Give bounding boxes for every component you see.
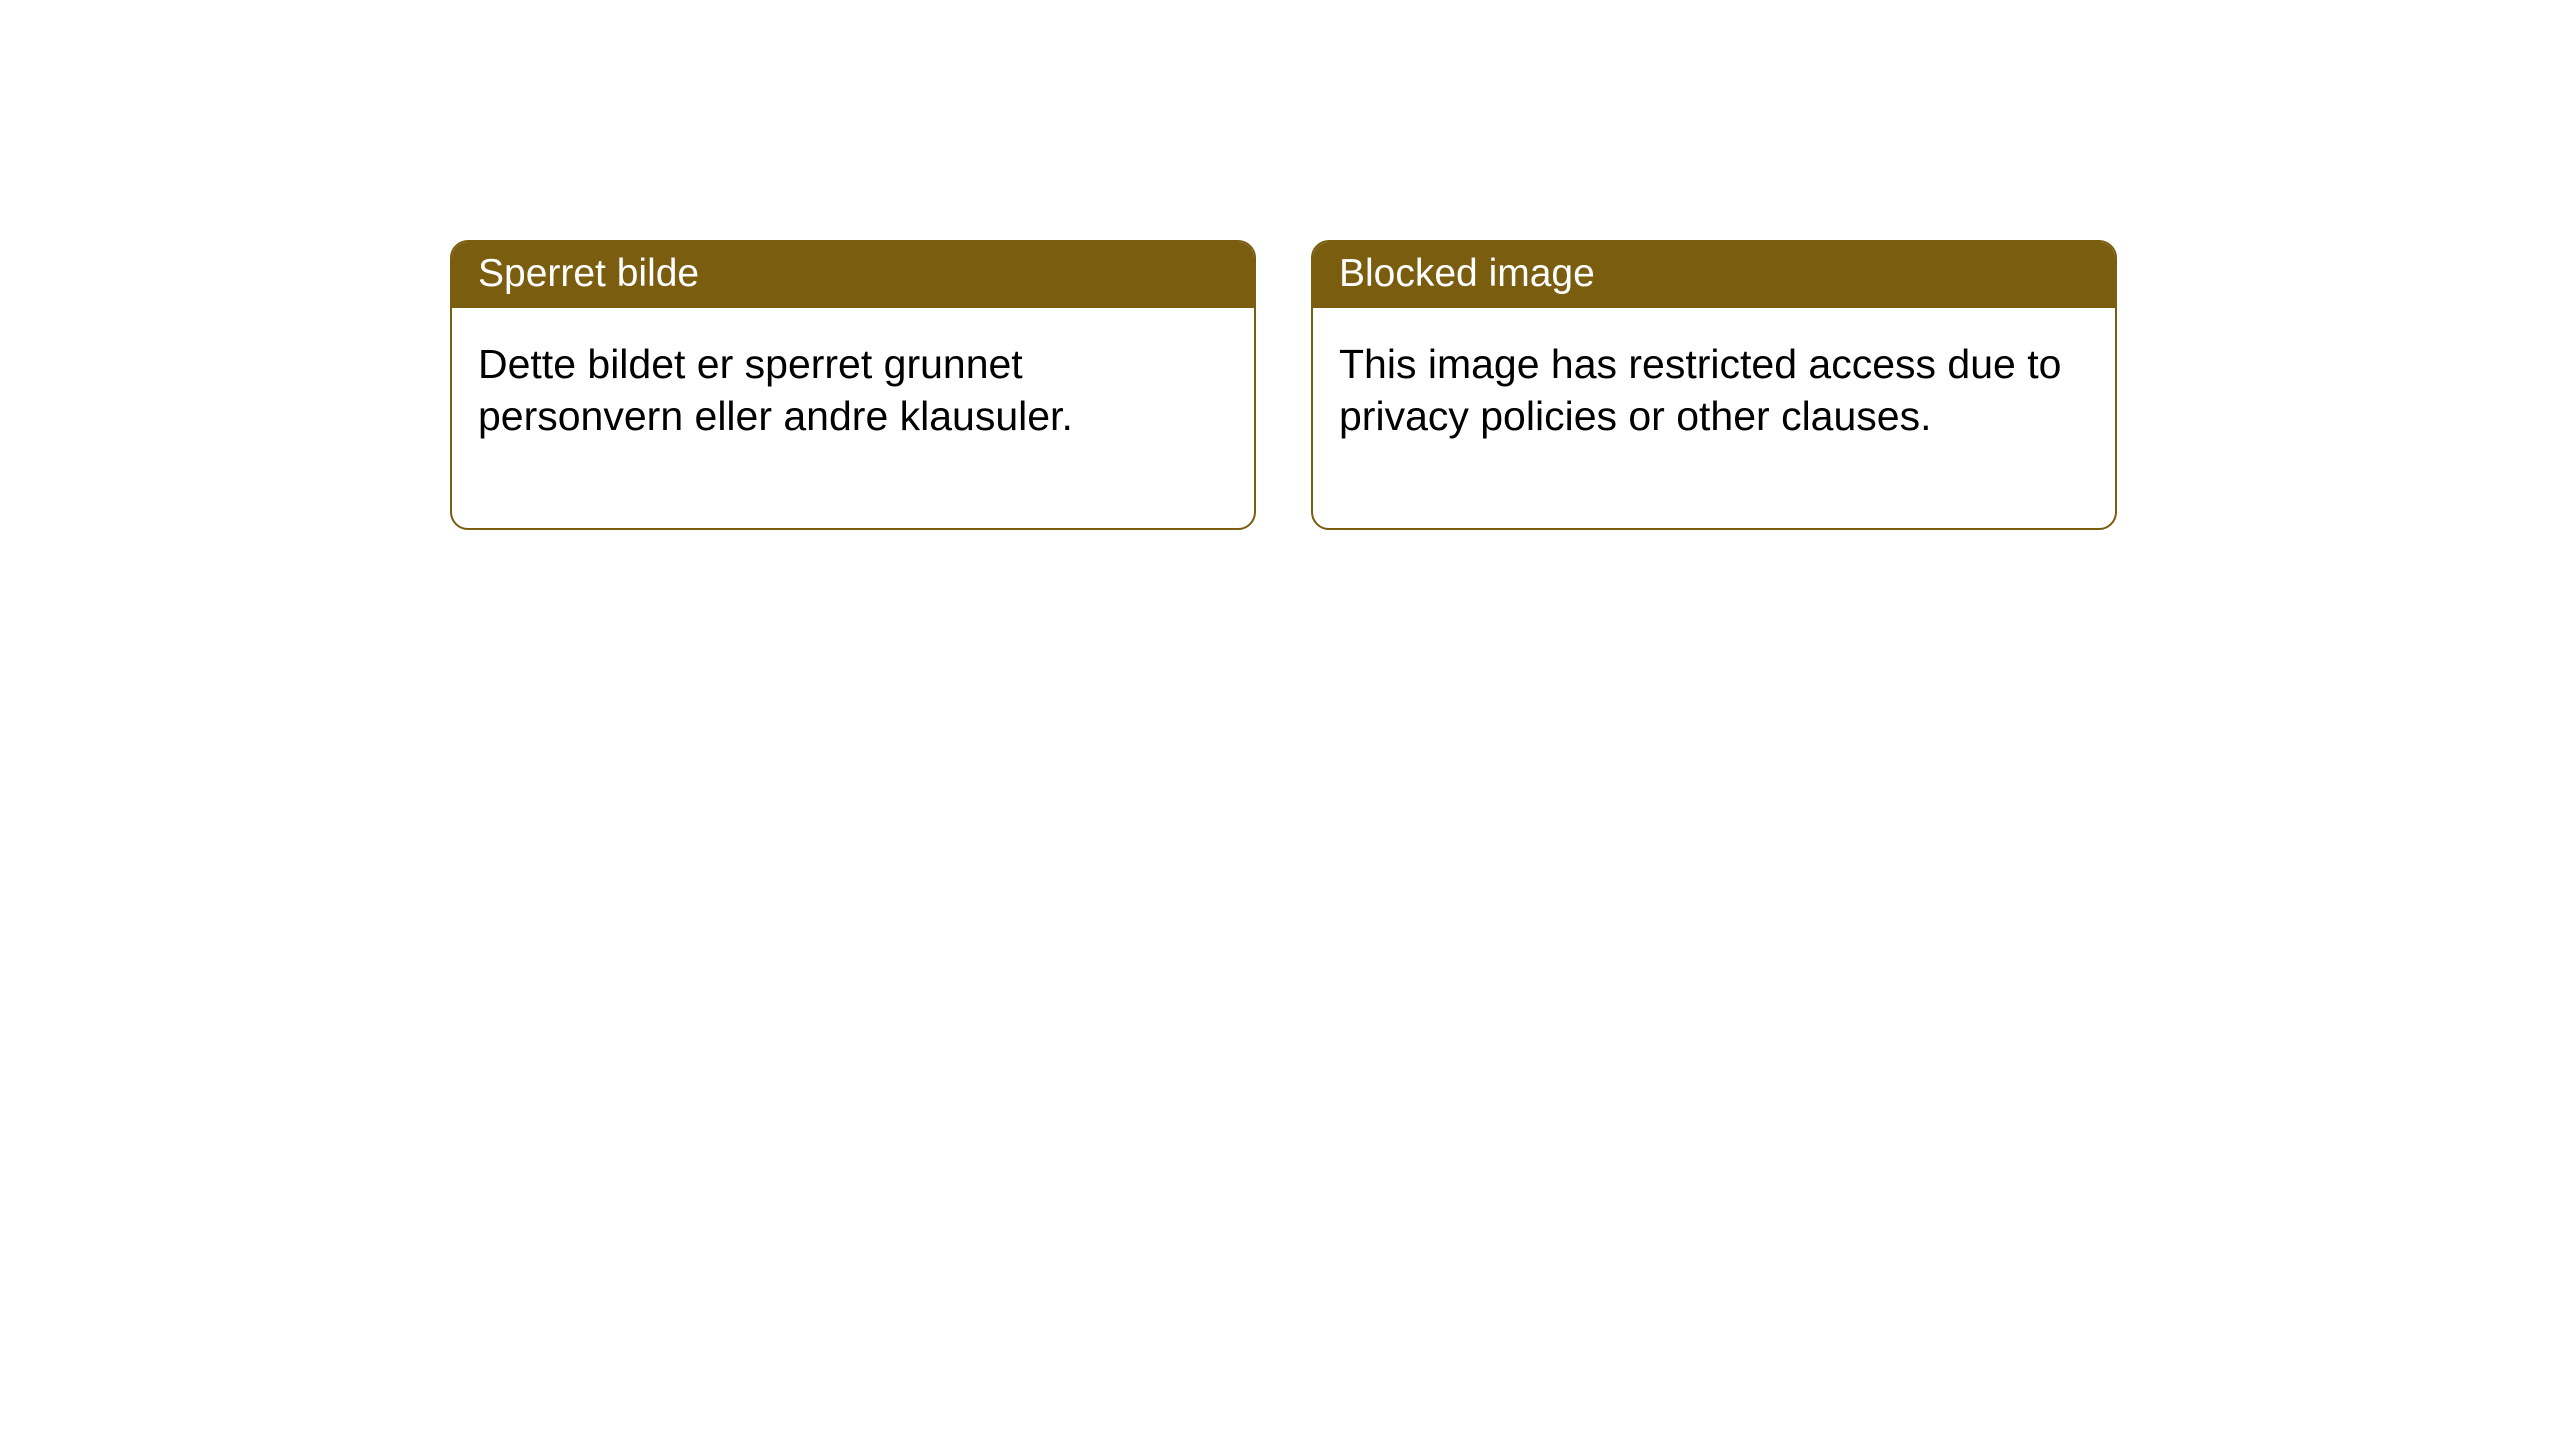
notice-box-english: Blocked image This image has restricted … [1311,240,2117,530]
notice-body: This image has restricted access due to … [1313,308,2115,528]
notice-container: Sperret bilde Dette bildet er sperret gr… [0,0,2560,530]
notice-box-norwegian: Sperret bilde Dette bildet er sperret gr… [450,240,1256,530]
notice-header: Blocked image [1313,242,2115,308]
notice-header: Sperret bilde [452,242,1254,308]
notice-body: Dette bildet er sperret grunnet personve… [452,308,1254,528]
